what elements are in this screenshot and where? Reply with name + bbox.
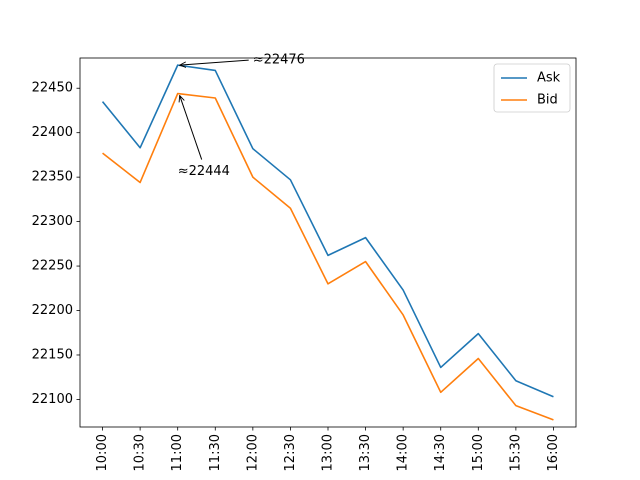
x-tick-label: 11:30 [208, 434, 223, 471]
annotation-arrow [180, 59, 249, 65]
legend-label-ask: Ask [537, 71, 561, 86]
x-tick-label: 11:00 [170, 434, 185, 471]
y-tick-label: 22250 [32, 259, 73, 274]
y-axis-ticks: 22100 22150 22200 22250 22300 22350 22400 22450 [32, 81, 80, 407]
x-tick-label: 12:00 [245, 434, 260, 471]
annotation-label: ≈22444 [178, 164, 230, 179]
x-tick-label: 13:00 [321, 434, 336, 471]
y-tick-label: 22200 [32, 303, 73, 318]
annotation-arrow [180, 96, 203, 160]
x-tick-label: 15:30 [508, 434, 523, 471]
x-tick-label: 10:00 [95, 434, 110, 471]
annotations: ≈22476 ≈22444 [178, 53, 305, 179]
x-tick-label: 14:00 [396, 434, 411, 471]
y-tick-label: 22150 [32, 347, 73, 362]
y-tick-label: 22400 [32, 125, 73, 140]
series-lines [101, 64, 554, 421]
y-tick-label: 22350 [32, 170, 73, 185]
x-tick-label: 10:30 [133, 434, 148, 471]
annotation-label: ≈22476 [253, 53, 305, 68]
x-tick-label: 12:30 [283, 434, 298, 471]
series-line-bid [102, 92, 554, 421]
x-tick-label: 16:00 [546, 434, 561, 471]
x-tick-label: 14:30 [433, 434, 448, 471]
y-tick-label: 22300 [32, 214, 73, 229]
legend-label-bid: Bid [537, 93, 558, 108]
legend: Ask Bid [493, 63, 571, 113]
x-tick-label: 13:30 [358, 434, 373, 471]
y-tick-label: 22450 [32, 81, 73, 96]
y-tick-label: 22100 [32, 392, 73, 407]
series-line-ask [101, 64, 554, 398]
x-tick-label: 15:00 [471, 434, 486, 471]
x-axis-ticks: 10:00 10:30 11:00 11:30 12:00 12:30 13:00 13:30… [95, 427, 561, 471]
plot-frame [79, 57, 577, 428]
